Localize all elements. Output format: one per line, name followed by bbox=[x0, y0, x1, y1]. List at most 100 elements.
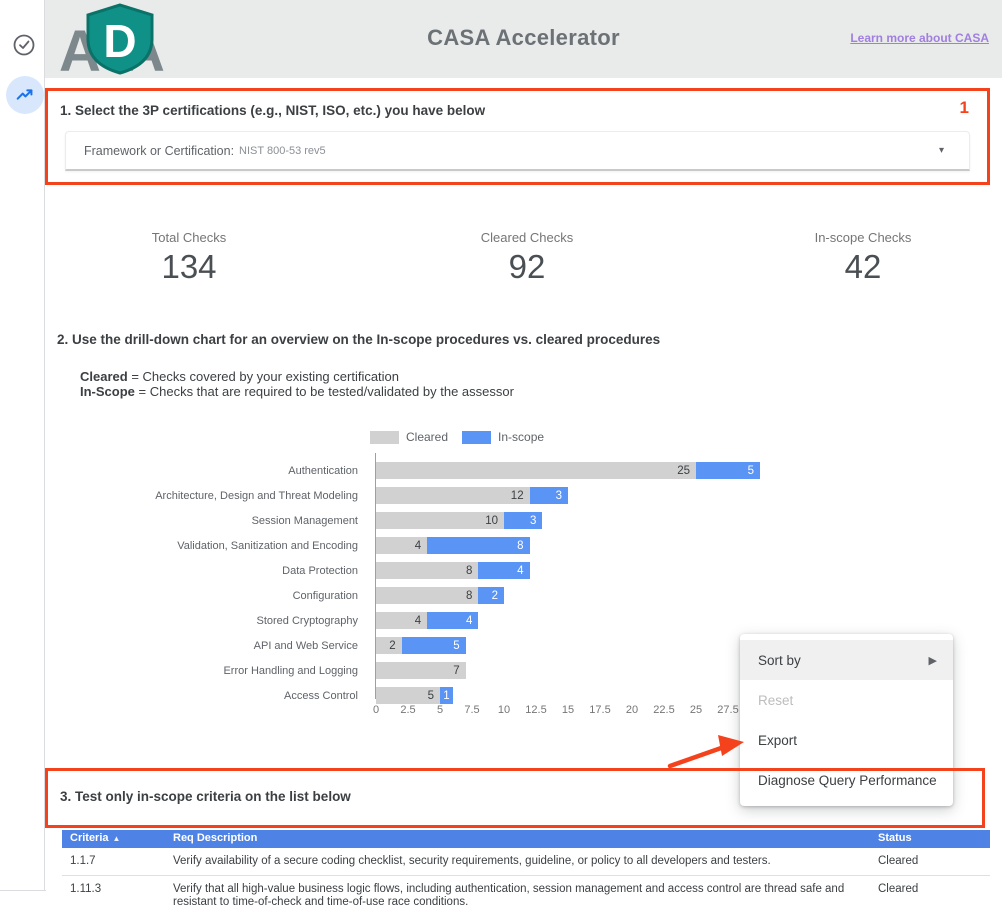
x-axis-tick-label: 22.5 bbox=[653, 704, 675, 716]
criteria-cell: 1.11.3 bbox=[70, 882, 102, 895]
x-axis-tick-label: 17.5 bbox=[589, 704, 611, 716]
bar-category-label: Authentication bbox=[288, 464, 358, 477]
x-axis-tick-label: 20 bbox=[625, 704, 639, 716]
chevron-down-icon[interactable]: ▾ bbox=[938, 145, 944, 156]
bar-segment-in-scope[interactable]: 3 bbox=[504, 512, 543, 529]
dropdown-label: Framework or Certification: bbox=[84, 143, 235, 158]
certification-dropdown[interactable]: Framework or Certification: NIST 800-53 … bbox=[65, 131, 970, 171]
bar-segment-in-scope[interactable]: 3 bbox=[529, 487, 568, 504]
x-axis-tick-label: 7.5 bbox=[464, 704, 480, 716]
table-header-cell-req-description[interactable]: Req Description bbox=[173, 832, 258, 845]
x-axis-tick-label: 10 bbox=[497, 704, 511, 716]
learn-more-link[interactable]: Learn more about CASA bbox=[850, 31, 989, 45]
submenu-arrow-icon: ▶ bbox=[928, 654, 937, 667]
bar-row: Session Management 10 3 bbox=[45, 508, 770, 533]
bar-value-label: 3 bbox=[555, 489, 562, 502]
bar-value-label: 5 bbox=[747, 464, 754, 477]
bar-row: Stored Cryptography 4 4 bbox=[45, 608, 770, 633]
bar-track: 7 bbox=[376, 662, 466, 679]
bar-row: Data Protection 8 4 bbox=[45, 558, 770, 583]
rail-bottom-section bbox=[0, 890, 46, 916]
bar-segment-in-scope[interactable]: 1 bbox=[440, 687, 453, 704]
bar-segment-in-scope[interactable]: 5 bbox=[696, 462, 760, 479]
bar-row: API and Web Service 2 5 bbox=[45, 633, 770, 658]
table-header-cell-status[interactable]: Status bbox=[878, 832, 912, 845]
bar-category-label: Session Management bbox=[251, 514, 358, 527]
bar-category-label: Error Handling and Logging bbox=[223, 664, 358, 677]
bar-row: Authentication 25 5 bbox=[45, 458, 770, 483]
inscope-definition: In-Scope = Checks that are required to b… bbox=[80, 384, 514, 399]
bar-value-label: 10 bbox=[485, 514, 498, 527]
bar-segment-cleared[interactable]: 7 bbox=[376, 662, 466, 679]
bar-track: 10 3 bbox=[376, 512, 543, 529]
check-circle-icon[interactable] bbox=[12, 33, 36, 62]
dropdown-selected-value: NIST 800-53 rev5 bbox=[239, 144, 326, 157]
x-axis-tick-label: 25 bbox=[689, 704, 703, 716]
bar-segment-cleared[interactable]: 8 bbox=[376, 562, 479, 579]
table-row: 1.11.3 Verify that all high-value busines… bbox=[62, 876, 990, 916]
bar-value-label: 2 bbox=[389, 639, 396, 652]
table-header-row: Criteria ▲ Req Description Status bbox=[62, 830, 990, 848]
bar-segment-cleared[interactable]: 12 bbox=[376, 487, 530, 504]
bar-value-label: 8 bbox=[465, 589, 473, 602]
bar-segment-cleared[interactable]: 5 bbox=[376, 687, 440, 704]
bar-segment-in-scope[interactable]: 8 bbox=[427, 537, 530, 554]
menu-item-export[interactable]: Export bbox=[740, 720, 953, 760]
ada-logo: A A D bbox=[59, 3, 181, 84]
bar-segment-in-scope[interactable]: 4 bbox=[478, 562, 530, 579]
bar-row: Configuration 8 2 bbox=[45, 583, 770, 608]
menu-item-sort-by[interactable]: Sort by ▶ bbox=[740, 640, 953, 680]
legend-item: In-scope bbox=[462, 430, 544, 444]
bar-segment-in-scope[interactable]: 5 bbox=[401, 637, 466, 654]
bar-value-label: 7 bbox=[453, 664, 460, 677]
bar-segment-cleared[interactable]: 4 bbox=[376, 612, 428, 629]
table-header-cell-criteria[interactable]: Criteria ▲ bbox=[70, 832, 121, 845]
menu-item-label: Reset bbox=[758, 692, 794, 708]
bar-segment-cleared[interactable]: 10 bbox=[376, 512, 504, 529]
menu-item-diagnose-query-performance[interactable]: Diagnose Query Performance bbox=[740, 760, 953, 800]
chart-legend: Cleared In-scope bbox=[370, 430, 544, 444]
bar-category-label: API and Web Service bbox=[253, 639, 358, 652]
bar-segment-cleared[interactable]: 2 bbox=[376, 637, 402, 654]
bar-value-label: 4 bbox=[517, 564, 524, 577]
status-cell: Cleared bbox=[878, 855, 919, 867]
svg-text:D: D bbox=[103, 15, 136, 67]
bar-segment-cleared[interactable]: 25 bbox=[376, 462, 696, 479]
trending-up-nav-button[interactable] bbox=[6, 76, 44, 114]
scorecard-cleared-checks: Cleared Checks 92 bbox=[427, 230, 627, 286]
scorecard-total-checks: Total Checks 134 bbox=[89, 230, 289, 286]
status-cell: Cleared bbox=[878, 882, 919, 895]
x-axis-tick-label: 27.5 bbox=[717, 704, 739, 716]
menu-item-label: Sort by bbox=[758, 652, 801, 668]
legend-swatch bbox=[370, 430, 399, 444]
legend-item: Cleared bbox=[370, 430, 448, 444]
scorecard-value: 42 bbox=[844, 248, 882, 285]
bar-value-label: 1 bbox=[443, 689, 450, 702]
chart-x-axis: 0 2.5 5 7.5 10 12.5 15 17.5 20 22.5 25 27.5 bbox=[45, 704, 770, 720]
menu-item-label: Export bbox=[758, 732, 798, 748]
scorecard-label: Cleared Checks bbox=[480, 230, 574, 245]
bar-segment-in-scope[interactable]: 2 bbox=[478, 587, 504, 604]
scorecard-inscope-checks: In-scope Checks 42 bbox=[763, 230, 963, 286]
section1-annotation-box: 1. Select the 3P certifications (e.g., N… bbox=[45, 88, 990, 185]
x-axis-tick-label: 5 bbox=[436, 704, 444, 716]
chart-y-axis bbox=[375, 453, 376, 699]
bar-segment-cleared[interactable]: 8 bbox=[376, 587, 479, 604]
bar-track: 25 5 bbox=[376, 462, 760, 479]
bar-segment-cleared[interactable]: 4 bbox=[376, 537, 428, 554]
criteria-cell: 1.1.7 bbox=[70, 855, 96, 867]
bar-row: Access Control 5 1 bbox=[45, 683, 770, 708]
bar-category-label: Validation, Sanitization and Encoding bbox=[177, 539, 358, 552]
req-description-cell: Verify that all high-value business logi… bbox=[173, 882, 845, 909]
bar-row: Validation, Sanitization and Encoding 4 8 bbox=[45, 533, 770, 558]
report-header: A A D CASA Accelerator Learn more about … bbox=[45, 0, 1002, 84]
bar-row: Error Handling and Logging 7 bbox=[45, 658, 770, 683]
bar-value-label: 8 bbox=[465, 564, 473, 577]
bar-segment-in-scope[interactable]: 4 bbox=[427, 612, 479, 629]
table-row: 1.1.7 Verify availability of a secure cod… bbox=[62, 848, 990, 876]
bar-value-label: 5 bbox=[427, 689, 434, 702]
